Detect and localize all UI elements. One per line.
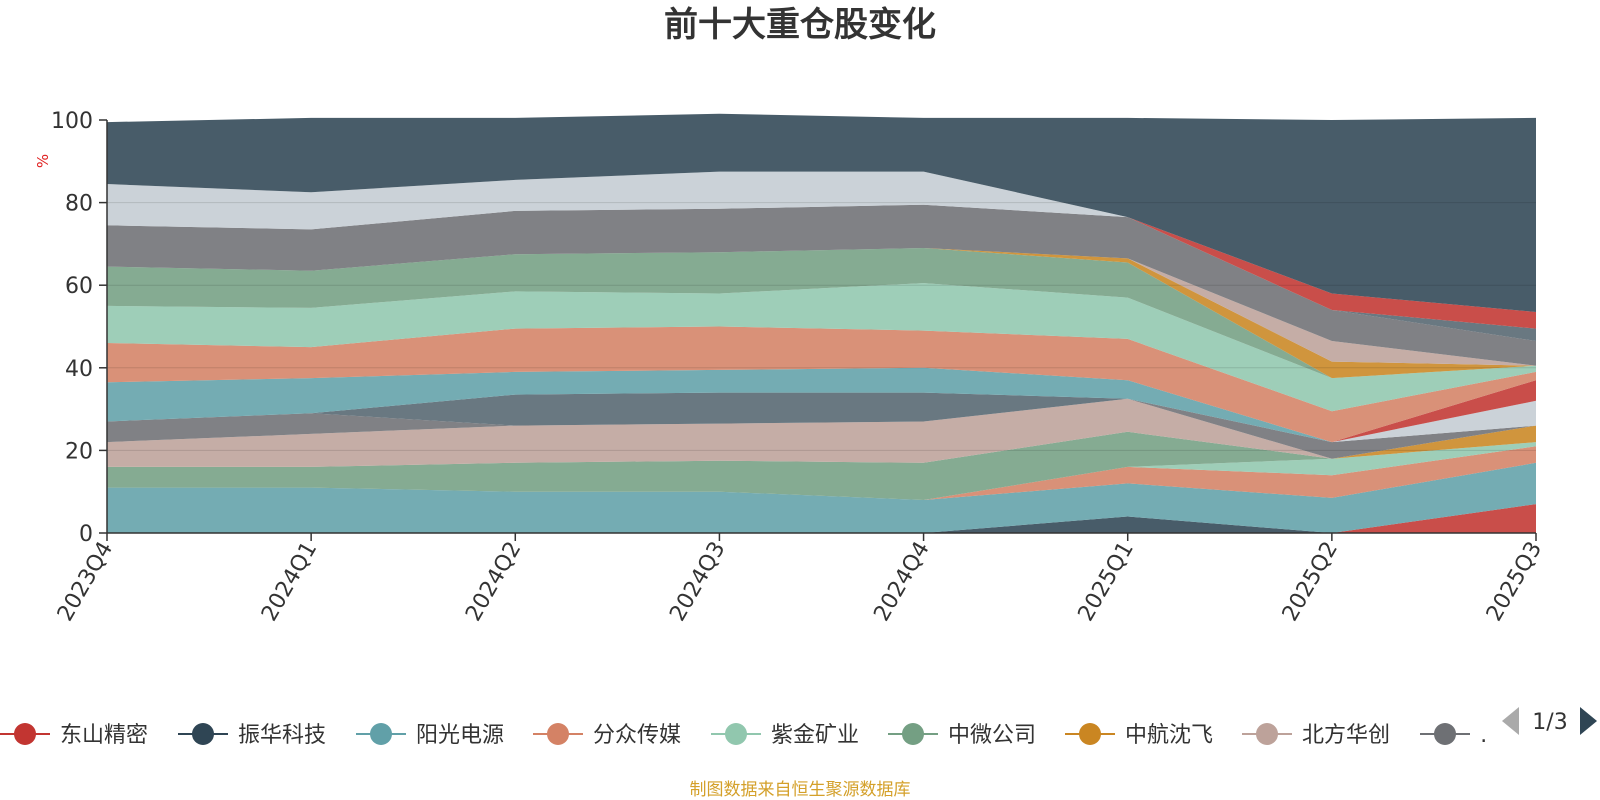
x-tick-label: 2024Q4 bbox=[869, 538, 934, 626]
y-axis-unit: % bbox=[34, 154, 52, 168]
legend-marker-icon bbox=[370, 723, 392, 745]
x-tick-label: 2023Q4 bbox=[53, 538, 118, 626]
legend-marker-icon bbox=[1256, 723, 1278, 745]
x-tick-label: 2024Q3 bbox=[665, 538, 730, 626]
legend-item[interactable]: 中航沈飞 bbox=[1065, 723, 1213, 748]
area-series-9 bbox=[107, 392, 1536, 443]
area-series-12 bbox=[107, 367, 1536, 443]
legend-label: 中微公司 bbox=[948, 723, 1036, 748]
legend-label: 东山精密 bbox=[60, 723, 148, 748]
area-series-group bbox=[107, 113, 1536, 533]
x-tick-label: 2025Q1 bbox=[1074, 538, 1139, 626]
x-tick-label: 2024Q1 bbox=[257, 538, 322, 626]
area-series-13 bbox=[107, 326, 1536, 443]
area-series-0 bbox=[107, 504, 1536, 533]
legend[interactable]: 东山精密 振华科技 阳光电源 分众传媒 紫金矿业 中微公司 中航沈飞 北方华创 … bbox=[0, 723, 1502, 748]
legend-marker-icon bbox=[192, 723, 214, 745]
y-tick-label: 60 bbox=[65, 274, 93, 299]
area-series-18 bbox=[107, 204, 1536, 366]
area-series-17 bbox=[107, 248, 1536, 366]
legend-marker-icon bbox=[14, 723, 36, 745]
legend-label: 中航沈飞 bbox=[1125, 723, 1213, 748]
area-series-7 bbox=[107, 398, 1536, 467]
area-series-14 bbox=[107, 283, 1536, 412]
legend-label: 分众传媒 bbox=[593, 723, 681, 748]
legend-pager: 1/3 bbox=[1502, 707, 1597, 735]
legend-label: 北方华创 bbox=[1302, 723, 1390, 748]
legend-item[interactable]: 中微公司 bbox=[888, 723, 1036, 748]
legend-item[interactable]: … bbox=[1420, 723, 1502, 748]
grid-lines bbox=[107, 202, 1536, 451]
y-tick-label: 40 bbox=[65, 357, 93, 382]
area-series-8 bbox=[107, 398, 1536, 459]
legend-item[interactable]: 紫金矿业 bbox=[711, 723, 859, 748]
legend-marker-icon bbox=[1079, 723, 1101, 745]
area-series-16 bbox=[107, 248, 1536, 379]
x-tick-label: 2025Q3 bbox=[1482, 538, 1547, 626]
y-tick-label: 100 bbox=[51, 109, 93, 134]
legend-label: 阳光电源 bbox=[416, 723, 504, 748]
area-series-2 bbox=[107, 462, 1536, 533]
y-tick-label: 0 bbox=[79, 522, 93, 547]
legend-item[interactable]: 分众传媒 bbox=[533, 723, 681, 748]
legend-marker-icon bbox=[1434, 723, 1456, 745]
area-series-4 bbox=[107, 442, 1536, 500]
legend-label: … bbox=[1480, 723, 1502, 748]
legend-marker-icon bbox=[725, 723, 747, 745]
legend-item[interactable]: 东山精密 bbox=[0, 723, 148, 748]
area-series-1 bbox=[107, 504, 1536, 533]
area-series-5 bbox=[107, 431, 1536, 500]
legend-item[interactable]: 北方华创 bbox=[1242, 723, 1390, 748]
area-series-20 bbox=[107, 171, 1536, 329]
legend-item[interactable]: 振华科技 bbox=[178, 723, 326, 748]
area-series-3 bbox=[107, 446, 1536, 500]
legend-page-indicator: 1/3 bbox=[1532, 710, 1567, 735]
legend-marker-icon bbox=[547, 723, 569, 745]
area-series-21 bbox=[107, 171, 1536, 329]
legend-label: 紫金矿业 bbox=[771, 723, 859, 748]
area-series-10 bbox=[107, 392, 1536, 443]
x-tick-label: 2025Q2 bbox=[1278, 538, 1343, 626]
chart-title: 前十大重仓股变化 bbox=[664, 5, 936, 45]
x-tick-label: 2024Q2 bbox=[461, 538, 526, 626]
area-series-15 bbox=[107, 248, 1536, 379]
legend-label: 振华科技 bbox=[238, 723, 326, 748]
legend-item[interactable]: 阳光电源 bbox=[356, 723, 504, 748]
prev-page-icon[interactable] bbox=[1502, 707, 1519, 735]
y-tick-label: 20 bbox=[65, 439, 93, 464]
data-source-note: 制图数据来自恒生聚源数据库 bbox=[690, 780, 911, 800]
legend-marker-icon bbox=[902, 723, 924, 745]
y-tick-label: 80 bbox=[65, 192, 93, 217]
area-series-22 bbox=[107, 113, 1536, 312]
next-page-icon[interactable] bbox=[1580, 707, 1597, 735]
